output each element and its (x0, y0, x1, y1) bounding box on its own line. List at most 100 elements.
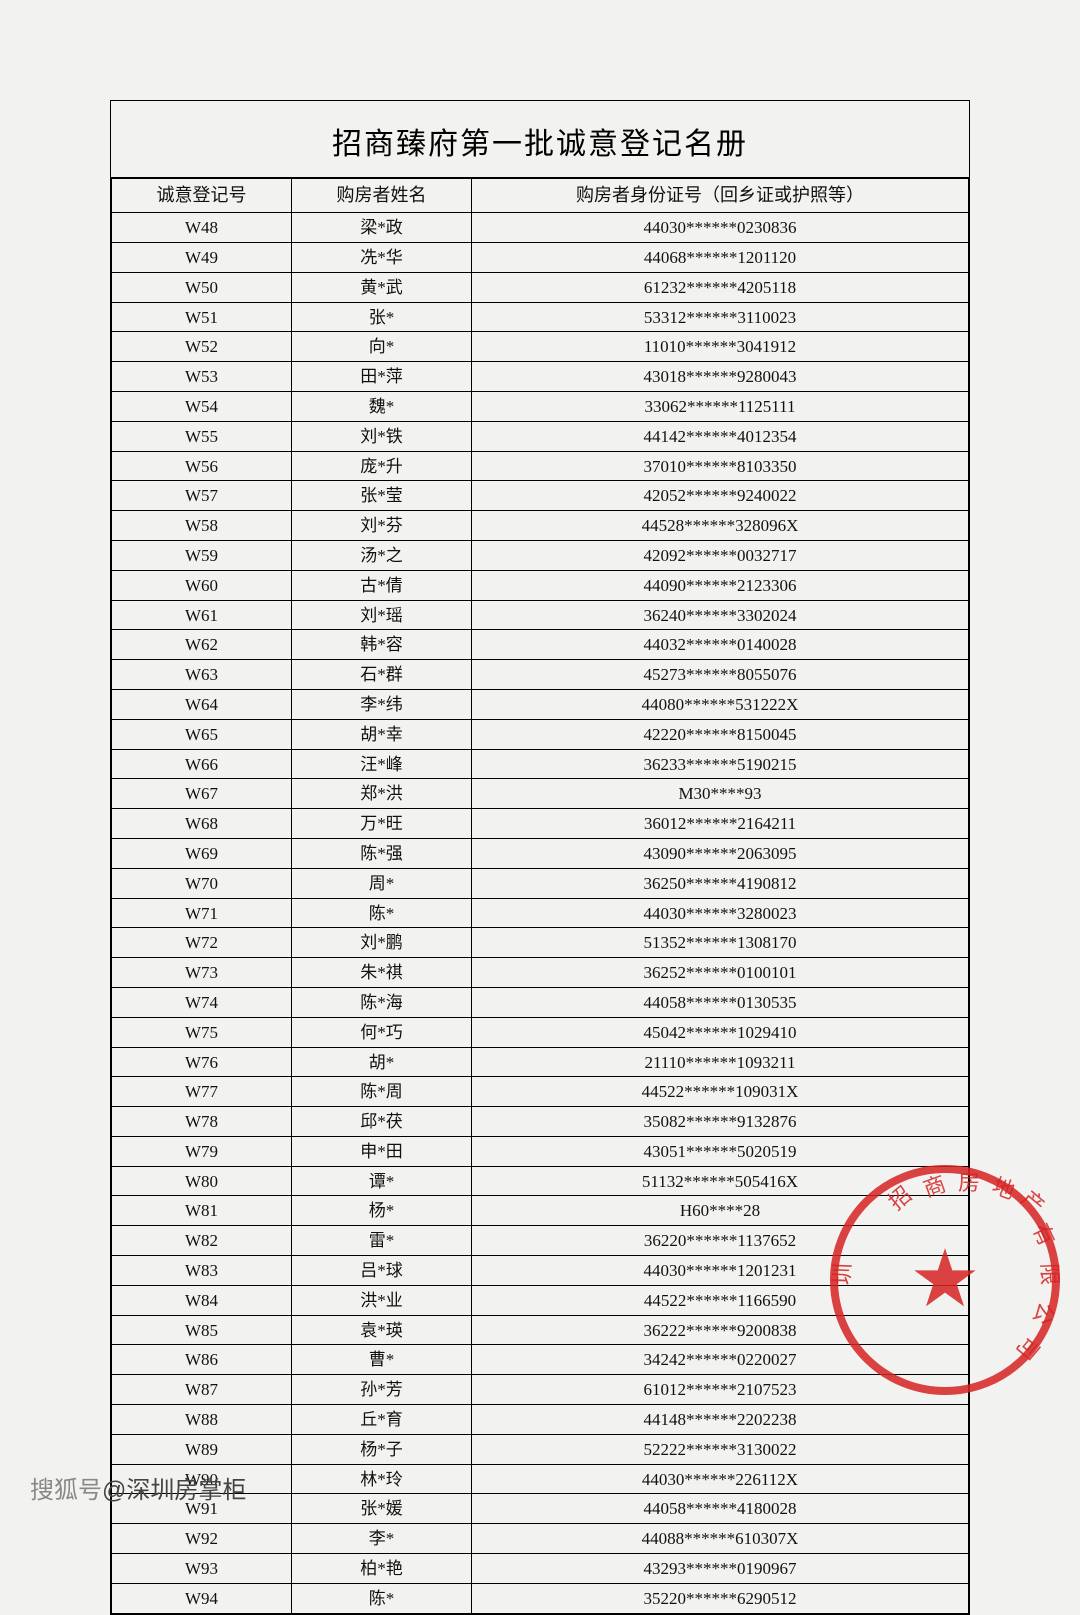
cell-id-number: 36252******0100101 (472, 958, 969, 988)
table-row: W62韩*容44032******0140028 (112, 630, 969, 660)
cell-id-number: 44030******3280023 (472, 898, 969, 928)
cell-id-number: 44058******4180028 (472, 1494, 969, 1524)
cell-reg-no: W87 (112, 1375, 292, 1405)
cell-id-number: M30****93 (472, 779, 969, 809)
col-header-id: 购房者身份证号（回乡证或护照等） (472, 179, 969, 213)
cell-id-number: 36233******5190215 (472, 749, 969, 779)
table-row: W59汤*之42092******0032717 (112, 540, 969, 570)
cell-id-number: 45042******1029410 (472, 1017, 969, 1047)
cell-reg-no: W78 (112, 1107, 292, 1137)
table-row: W49冼*华44068******1201120 (112, 242, 969, 272)
cell-buyer-name: 张*莹 (292, 481, 472, 511)
cell-id-number: 44030******226112X (472, 1464, 969, 1494)
table-row: W78邱*茯35082******9132876 (112, 1107, 969, 1137)
cell-buyer-name: 孙*芳 (292, 1375, 472, 1405)
cell-reg-no: W69 (112, 838, 292, 868)
cell-reg-no: W66 (112, 749, 292, 779)
cell-reg-no: W93 (112, 1554, 292, 1584)
cell-id-number: 43293******0190967 (472, 1554, 969, 1584)
cell-buyer-name: 汪*峰 (292, 749, 472, 779)
cell-buyer-name: 梁*政 (292, 213, 472, 243)
cell-reg-no: W83 (112, 1256, 292, 1286)
table-row: W93柏*艳43293******0190967 (112, 1554, 969, 1584)
cell-id-number: H60****28 (472, 1196, 969, 1226)
cell-id-number: 44032******0140028 (472, 630, 969, 660)
table-row: W83吕*球44030******1201231 (112, 1256, 969, 1286)
cell-buyer-name: 申*田 (292, 1136, 472, 1166)
cell-buyer-name: 刘*铁 (292, 421, 472, 451)
cell-id-number: 35082******9132876 (472, 1107, 969, 1137)
table-row: W88丘*育44148******2202238 (112, 1405, 969, 1435)
table-row: W56庞*升37010******8103350 (112, 451, 969, 481)
cell-reg-no: W70 (112, 868, 292, 898)
table-row: W53田*萍43018******9280043 (112, 362, 969, 392)
cell-reg-no: W79 (112, 1136, 292, 1166)
cell-id-number: 43051******5020519 (472, 1136, 969, 1166)
registration-table: 诚意登记号 购房者姓名 购房者身份证号（回乡证或护照等） W48梁*政44030… (111, 178, 969, 1614)
table-row: W81杨*H60****28 (112, 1196, 969, 1226)
cell-reg-no: W67 (112, 779, 292, 809)
cell-buyer-name: 丘*育 (292, 1405, 472, 1435)
cell-buyer-name: 杨* (292, 1196, 472, 1226)
cell-buyer-name: 雷* (292, 1226, 472, 1256)
footer-author: @深圳房掌柜 (102, 1477, 246, 1504)
cell-buyer-name: 刘*瑶 (292, 600, 472, 630)
cell-reg-no: W60 (112, 570, 292, 600)
cell-id-number: 44148******2202238 (472, 1405, 969, 1435)
cell-reg-no: W85 (112, 1315, 292, 1345)
cell-reg-no: W51 (112, 302, 292, 332)
cell-buyer-name: 陈*周 (292, 1077, 472, 1107)
cell-id-number: 36222******9200838 (472, 1315, 969, 1345)
cell-buyer-name: 曹* (292, 1345, 472, 1375)
cell-reg-no: W77 (112, 1077, 292, 1107)
cell-id-number: 42220******8150045 (472, 719, 969, 749)
table-row: W57张*莹42052******9240022 (112, 481, 969, 511)
col-header-reg: 诚意登记号 (112, 179, 292, 213)
cell-id-number: 44030******0230836 (472, 213, 969, 243)
table-row: W58刘*芬44528******328096X (112, 511, 969, 541)
seal-char: 有 (1026, 1217, 1064, 1250)
cell-id-number: 44528******328096X (472, 511, 969, 541)
document-page: 招商臻府第一批诚意登记名册 诚意登记号 购房者姓名 购房者身份证号（回乡证或护照… (110, 100, 970, 1615)
cell-id-number: 44068******1201120 (472, 242, 969, 272)
cell-buyer-name: 胡* (292, 1047, 472, 1077)
cell-buyer-name: 刘*芬 (292, 511, 472, 541)
table-row: W50黄*武61232******4205118 (112, 272, 969, 302)
seal-char: 产 (1015, 1182, 1052, 1221)
table-row: W60古*倩44090******2123306 (112, 570, 969, 600)
cell-reg-no: W84 (112, 1285, 292, 1315)
table-row: W72刘*鹏51352******1308170 (112, 928, 969, 958)
cell-buyer-name: 洪*业 (292, 1285, 472, 1315)
cell-reg-no: W59 (112, 540, 292, 570)
cell-id-number: 43090******2063095 (472, 838, 969, 868)
cell-reg-no: W88 (112, 1405, 292, 1435)
cell-buyer-name: 魏* (292, 391, 472, 421)
cell-buyer-name: 冼*华 (292, 242, 472, 272)
cell-reg-no: W53 (112, 362, 292, 392)
cell-buyer-name: 万*旺 (292, 809, 472, 839)
cell-buyer-name: 黄*武 (292, 272, 472, 302)
cell-buyer-name: 韩*容 (292, 630, 472, 660)
cell-reg-no: W80 (112, 1166, 292, 1196)
cell-reg-no: W89 (112, 1434, 292, 1464)
table-header-row: 诚意登记号 购房者姓名 购房者身份证号（回乡证或护照等） (112, 179, 969, 213)
cell-buyer-name: 柏*艳 (292, 1554, 472, 1584)
table-row: W64李*纬44080******531222X (112, 689, 969, 719)
cell-reg-no: W64 (112, 689, 292, 719)
cell-reg-no: W73 (112, 958, 292, 988)
cell-buyer-name: 刘*鹏 (292, 928, 472, 958)
table-row: W52向*11010******3041912 (112, 332, 969, 362)
table-row: W82雷*36220******1137652 (112, 1226, 969, 1256)
cell-buyer-name: 陈*强 (292, 838, 472, 868)
cell-reg-no: W94 (112, 1583, 292, 1613)
cell-buyer-name: 古*倩 (292, 570, 472, 600)
cell-id-number: 45273******8055076 (472, 660, 969, 690)
table-row: W63石*群45273******8055076 (112, 660, 969, 690)
cell-id-number: 44058******0130535 (472, 987, 969, 1017)
table-row: W77陈*周44522******109031X (112, 1077, 969, 1107)
cell-id-number: 53312******3110023 (472, 302, 969, 332)
table-row: W51张*53312******3110023 (112, 302, 969, 332)
cell-id-number: 44080******531222X (472, 689, 969, 719)
cell-buyer-name: 石*群 (292, 660, 472, 690)
table-row: W55刘*铁44142******4012354 (112, 421, 969, 451)
